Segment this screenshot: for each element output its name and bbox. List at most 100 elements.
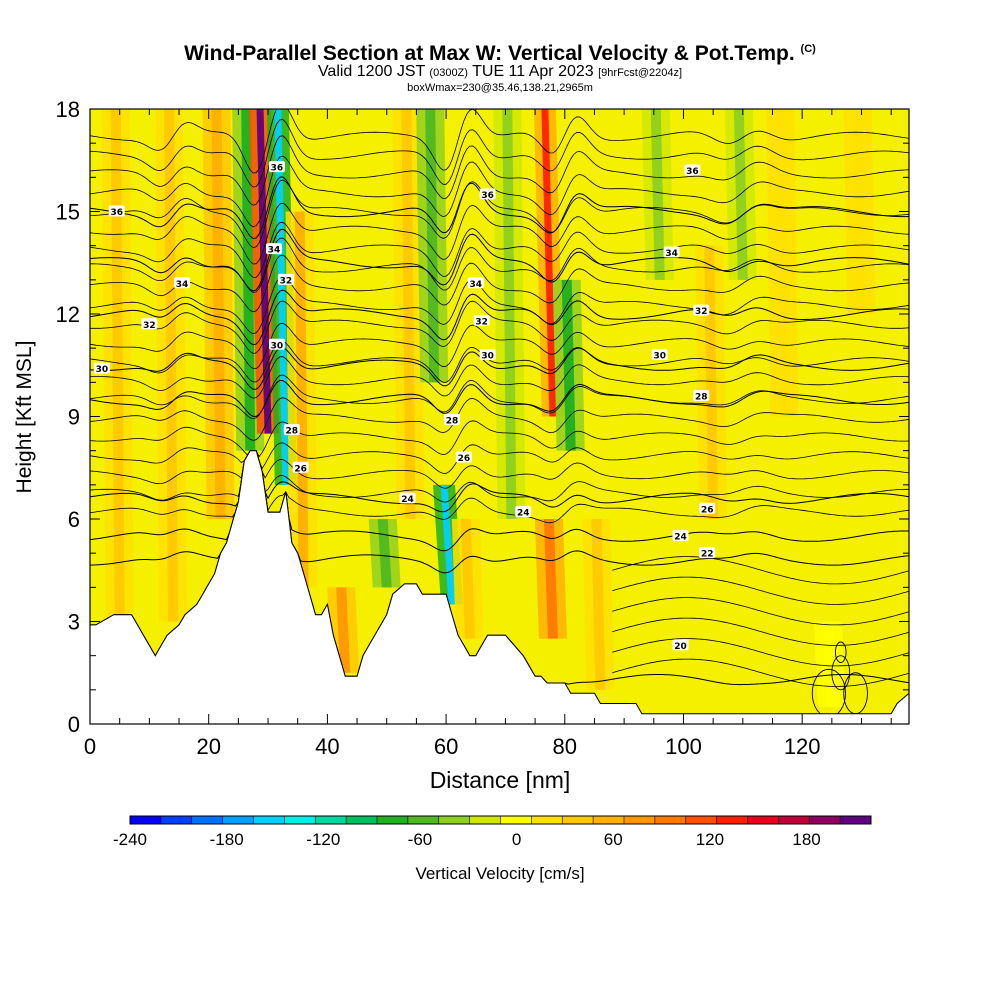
contour-label-bg [479, 349, 496, 360]
contour-label-bg [455, 451, 472, 463]
contour-label: 36 [268, 161, 285, 174]
contour-label-bg [173, 277, 190, 289]
contour-label-text: 30 [653, 352, 666, 362]
isentrope-line-low [612, 576, 909, 605]
contour-label-bg [141, 318, 158, 330]
colorbar-swatch [809, 816, 841, 824]
contour-label: 30 [268, 338, 285, 351]
y-tick-label: 12 [56, 302, 80, 327]
isentrope-lines [90, 109, 909, 718]
contour-label: 30 [93, 362, 110, 375]
velocity-band-core [440, 484, 456, 605]
y-tick-label: 9 [68, 405, 80, 430]
isentrope-line-minor [90, 254, 909, 313]
isentrope-line-minor [90, 397, 909, 441]
contour-label-text: 30 [96, 365, 109, 375]
contour-label-bg [672, 639, 689, 651]
contour-label-bg [672, 530, 689, 542]
contour-label: 32 [277, 273, 294, 286]
valid-line: Valid 1200 JST (0300Z) TUE 11 Apr 2023 [… [0, 63, 1000, 82]
contour-label-bg [268, 338, 285, 350]
contour-label-text: 30 [481, 352, 494, 362]
contour-label-bg [663, 246, 680, 258]
isentrope-line-minor [90, 442, 909, 474]
contour-label-bg [473, 314, 490, 326]
isentrope-line-minor [90, 202, 909, 265]
contour-label-bg [399, 492, 416, 504]
isentrope-line-minor [90, 420, 909, 458]
contour-label-text: 32 [280, 276, 293, 286]
valid-zulu: (0300Z) [429, 67, 468, 79]
contour-label-bg [684, 164, 701, 176]
contour-label-text: 34 [268, 246, 281, 256]
title-tag: (C) [800, 43, 816, 55]
y-tick-label: 0 [68, 712, 80, 737]
colorbar-swatch [191, 816, 224, 824]
velocity-band-core [425, 109, 440, 383]
velocity-band-core [561, 279, 576, 451]
contour-label: 28 [283, 424, 300, 437]
colorbar-tick-label: 120 [696, 830, 724, 849]
contour-label-bg [515, 506, 532, 518]
contour-label-text: 36 [110, 208, 123, 218]
velocity-band-core [336, 587, 351, 673]
contour-label: 24 [672, 530, 689, 543]
isentrope-line-minor [90, 322, 909, 369]
contour-label-bg [268, 161, 285, 173]
y-tick-label: 3 [68, 610, 80, 635]
contour-label-bg [651, 349, 668, 360]
y-axis-title: Height [Kft MSL] [13, 340, 36, 494]
velocity-band-core [211, 109, 226, 519]
isentrope-line-minor [90, 135, 909, 206]
x-axis-title: Distance [nm] [429, 767, 571, 793]
colorbar-swatch [222, 816, 254, 824]
contour-label-text: 24 [674, 533, 687, 543]
contour-label-text: 36 [271, 164, 284, 174]
isentrope-line-minor [90, 155, 909, 228]
velocity-band-core [650, 109, 665, 280]
colorbar-swatch [716, 816, 748, 824]
contour-label-text: 32 [143, 321, 156, 331]
colorbar-tick-label: 180 [792, 830, 820, 849]
contour-label-text: 28 [446, 416, 459, 426]
contour-label-text: 26 [701, 505, 714, 515]
contour-label: 30 [651, 349, 668, 362]
contour-label-text: 32 [475, 317, 488, 327]
box-info: boxWmax=230@35.46,138.21,2965m [407, 82, 593, 94]
contour-label-bg [699, 547, 716, 559]
colorbar: -240 -180 -120 -60 0 60 120 180 [113, 815, 872, 849]
colorbar-tick-label: -120 [306, 830, 340, 849]
colorbar-swatch [840, 816, 872, 824]
contour-label: 34 [265, 243, 282, 256]
contour-label-bg [292, 461, 309, 473]
colorbar-swatch [562, 816, 594, 824]
contour-label-text: 20 [674, 642, 687, 652]
contour-label: 36 [479, 188, 496, 201]
contour-label-text: 32 [695, 307, 708, 317]
colorbar-swatch [531, 816, 563, 824]
closed-contour [834, 641, 847, 663]
contour-label: 34 [173, 277, 190, 290]
x-tick-label: 80 [553, 734, 577, 759]
contour-label: 24 [399, 492, 416, 505]
isentrope-line-minor [90, 237, 909, 293]
velocity-band-core [274, 109, 290, 485]
title-main: Wind-Parallel Section at Max W: Vertical… [184, 42, 795, 65]
forecast-info: [9hrFcst@2204z] [598, 67, 683, 79]
isentrope-line-minor [90, 221, 909, 278]
colorbar-swatch [253, 816, 285, 824]
contour-label-text: 34 [469, 280, 482, 290]
colorbar-swatch [685, 816, 718, 824]
contour-label: 34 [467, 277, 484, 290]
velocity-band-core [591, 519, 606, 690]
isentrope-line [90, 450, 909, 552]
contour-label-bg [108, 205, 125, 217]
y-tick-label: 6 [68, 507, 80, 532]
isentrope-line-minor [90, 276, 909, 335]
isentrope-line-minor [90, 450, 909, 524]
contour-label-text: 34 [176, 280, 189, 290]
contour-label-text: 30 [271, 341, 284, 351]
isentrope-line-low [612, 617, 909, 646]
contour-labels: 36 34 32 30 36 34 32 30 28 26 24 36 34 32 30 28 26 24 36 34… [93, 161, 716, 652]
